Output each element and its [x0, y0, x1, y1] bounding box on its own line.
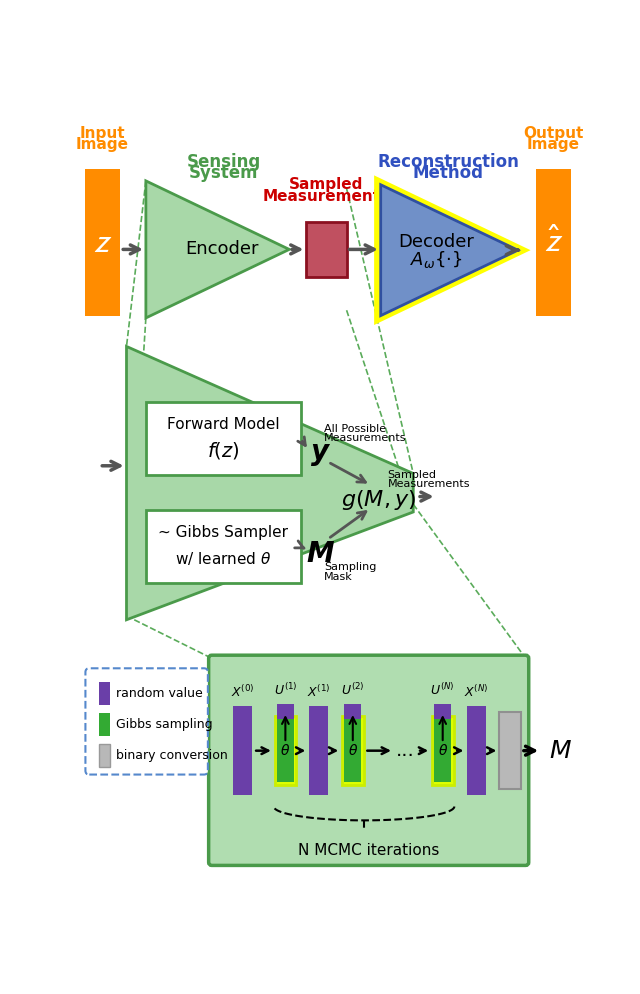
Bar [146, 403, 301, 475]
FancyBboxPatch shape [209, 655, 529, 866]
Text: $U^{(N)}$: $U^{(N)}$ [430, 683, 455, 699]
Text: random value: random value [116, 687, 203, 700]
Bar [307, 222, 347, 277]
Text: ...: ... [396, 742, 415, 760]
Polygon shape [127, 347, 413, 620]
Text: $\mathcal{z}$: $\mathcal{z}$ [93, 226, 112, 259]
Polygon shape [146, 181, 289, 318]
Text: Measurements: Measurements [263, 189, 390, 204]
Bar [99, 744, 110, 766]
Text: Reconstruction: Reconstruction [377, 153, 519, 171]
Bar [499, 712, 521, 789]
Text: $U^{(2)}$: $U^{(2)}$ [341, 683, 365, 699]
Text: Image: Image [527, 137, 580, 152]
Text: $\theta$: $\theta$ [348, 744, 358, 758]
Bar [342, 716, 364, 785]
Text: Sensing: Sensing [186, 153, 260, 171]
Text: All Possible: All Possible [324, 423, 387, 433]
Text: $\boldsymbol{M}$: $\boldsymbol{M}$ [306, 541, 335, 569]
Bar [85, 169, 120, 316]
Text: Output: Output [524, 125, 584, 140]
Bar [344, 719, 362, 782]
Bar [434, 719, 451, 782]
Text: Sampled: Sampled [388, 470, 436, 480]
Text: $U^{(1)}$: $U^{(1)}$ [273, 683, 297, 699]
Bar [344, 705, 362, 743]
Bar [99, 713, 110, 736]
Text: Method: Method [413, 164, 484, 182]
Text: Forward Model: Forward Model [167, 417, 280, 432]
Bar [309, 707, 328, 795]
Bar [432, 716, 454, 785]
Text: $f(z)$: $f(z)$ [207, 440, 240, 461]
Text: $X^{(0)}$: $X^{(0)}$ [231, 684, 255, 700]
Text: binary conversion: binary conversion [116, 748, 228, 761]
Text: Image: Image [76, 137, 129, 152]
Text: $\hat{\mathcal{z}}$: $\hat{\mathcal{z}}$ [544, 226, 563, 259]
Text: ~ Gibbs Sampler: ~ Gibbs Sampler [158, 525, 289, 541]
Bar [99, 682, 110, 706]
Polygon shape [378, 181, 522, 319]
Text: $\theta$: $\theta$ [280, 744, 291, 758]
Text: Gibbs sampling: Gibbs sampling [116, 718, 213, 731]
Text: Sampled: Sampled [289, 177, 364, 192]
Bar [275, 716, 296, 785]
Text: $\boldsymbol{y}$: $\boldsymbol{y}$ [310, 440, 331, 468]
Bar [277, 719, 294, 782]
Bar [146, 510, 301, 583]
Bar [434, 705, 451, 743]
Text: Input: Input [79, 125, 125, 140]
Text: N MCMC iterations: N MCMC iterations [298, 843, 440, 858]
Text: Measurements: Measurements [388, 479, 470, 489]
Text: Measurements: Measurements [324, 433, 406, 443]
Text: System: System [189, 164, 258, 182]
Text: $X^{(N)}$: $X^{(N)}$ [465, 684, 489, 700]
Bar [277, 705, 294, 743]
FancyBboxPatch shape [85, 668, 208, 774]
Text: Mask: Mask [324, 572, 353, 581]
Text: $M$: $M$ [549, 739, 572, 762]
Text: $\theta$: $\theta$ [438, 744, 448, 758]
Text: Decoder: Decoder [399, 234, 474, 251]
Text: $g(M,y)$: $g(M,y)$ [340, 488, 416, 513]
Text: Sampling: Sampling [324, 563, 376, 573]
Text: $X^{(1)}$: $X^{(1)}$ [307, 684, 330, 700]
Bar [536, 169, 571, 316]
Bar [467, 707, 486, 795]
Text: Encoder: Encoder [185, 241, 259, 258]
Polygon shape [381, 185, 518, 316]
Text: w/ learned $\theta$: w/ learned $\theta$ [175, 550, 271, 567]
Text: $A_\omega\{\cdot\}$: $A_\omega\{\cdot\}$ [410, 248, 463, 270]
Bar [233, 707, 252, 795]
